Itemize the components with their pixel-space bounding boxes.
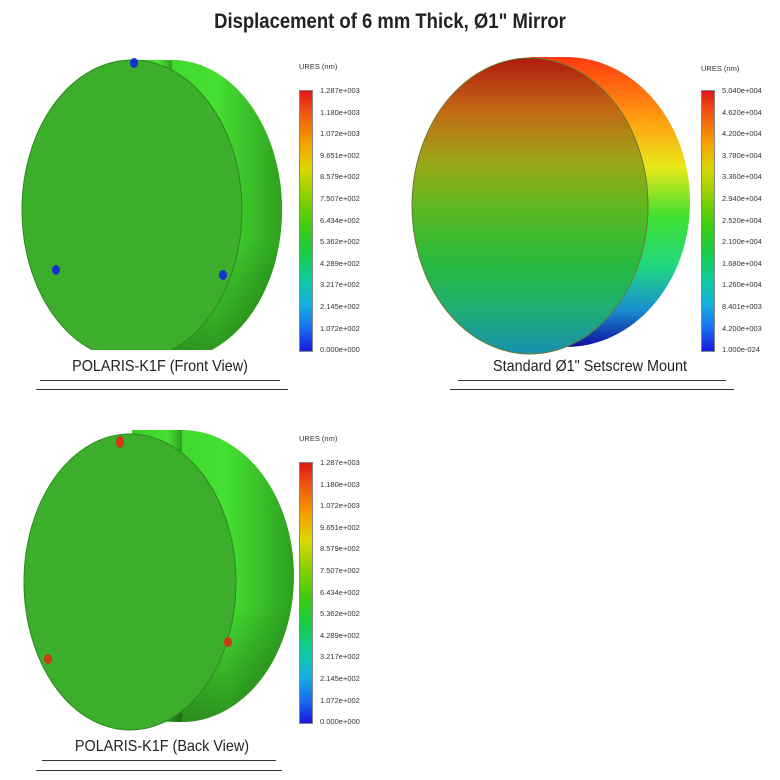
legend-color-bar (299, 90, 313, 352)
legend-tick: 4.289e+002 (320, 258, 360, 268)
legend-tick: 0.000e+000 (320, 345, 360, 355)
legend-tick: 1.072e+002 (320, 323, 360, 333)
caption-underline (458, 380, 726, 381)
color-legend-front: URES (nm) 1.287e+003 1.180e+003 1.072e+0… (299, 62, 389, 362)
legend-tick: 6.434e+002 (320, 215, 360, 225)
contact-point-top (130, 58, 138, 68)
legend-tick: 1.287e+003 (320, 86, 360, 95)
legend-tick: 3.780e+004 (722, 150, 762, 160)
legend-tick: 2.145e+002 (320, 674, 360, 683)
legend-tick: 1.072e+003 (320, 129, 360, 139)
legend-tick: 4.200e+004 (722, 129, 762, 139)
caption-underline (450, 389, 734, 390)
legend-tick: 8.579e+002 (320, 544, 360, 554)
mirror-face (21, 59, 243, 350)
legend-tick: 4.200e+003 (722, 323, 762, 333)
contact-point-right (224, 637, 232, 647)
legend-tick: 2.145e+002 (320, 302, 360, 311)
legend-tick: 9.651e+002 (320, 522, 360, 532)
legend-tick: 5.040e+004 (722, 86, 762, 95)
legend-tick: 1.180e+003 (320, 107, 360, 117)
color-legend-back: URES (nm) 1.287e+003 1.180e+003 1.072e+0… (299, 434, 389, 734)
contact-point-left (52, 265, 60, 275)
caption-front-view: POLARIS-K1F (Front View) (72, 358, 248, 375)
contact-point-top (116, 436, 124, 448)
legend-tick: 1.000e-024 (722, 345, 760, 355)
contact-point-left (44, 654, 52, 664)
caption-underline (36, 389, 288, 390)
legend-tick: 3.217e+002 (320, 280, 360, 290)
legend-tick: 0.000e+000 (320, 717, 360, 727)
legend-tick: 9.651e+002 (320, 150, 360, 160)
legend-color-bar (299, 462, 313, 724)
legend-tick: 5.362e+002 (320, 609, 360, 619)
legend-tick: 3.217e+002 (320, 652, 360, 662)
legend-tick: 4.289e+002 (320, 630, 360, 640)
mirror-setscrew-mount-view (411, 57, 690, 355)
legend-color-bar (701, 90, 715, 352)
legend-tick: 1.680e+004 (722, 258, 762, 268)
figure-title: Displacement of 6 mm Thick, Ø1" Mirror (214, 10, 566, 33)
mirror-back-view (23, 430, 294, 731)
legend-tick: 1.287e+003 (320, 458, 360, 467)
caption-back-view: POLARIS-K1F (Back View) (74, 738, 250, 755)
legend-tick: 1.260e+004 (722, 280, 762, 290)
legend-tick: 3.360e+004 (722, 172, 762, 182)
legend-title: URES (nm) (299, 62, 338, 71)
legend-tick: 4.620e+004 (722, 107, 762, 117)
mirror-front-view (21, 58, 282, 350)
legend-tick: 6.434e+002 (320, 587, 360, 597)
legend-tick: 1.072e+003 (320, 501, 360, 511)
legend-tick: 2.940e+004 (722, 194, 762, 203)
mirror-face (411, 57, 649, 355)
legend-tick: 8.401e+003 (722, 302, 762, 311)
caption-underline (40, 380, 280, 381)
legend-tick: 1.072e+002 (320, 695, 360, 705)
legend-tick: 5.362e+002 (320, 237, 360, 247)
caption-underline (42, 760, 276, 761)
legend-tick: 2.520e+004 (722, 215, 762, 225)
legend-tick: 2.100e+004 (722, 237, 762, 247)
legend-tick: 1.180e+003 (320, 479, 360, 489)
legend-tick: 7.507e+002 (320, 194, 360, 203)
color-legend-setscrew: URES (nm) 5.040e+004 4.620e+004 4.200e+0… (701, 64, 779, 360)
legend-tick: 8.579e+002 (320, 172, 360, 182)
contact-point-right (219, 270, 227, 280)
legend-title: URES (nm) (701, 64, 740, 73)
caption-underline (36, 770, 282, 771)
mirror-face (23, 433, 237, 731)
legend-tick: 7.507e+002 (320, 566, 360, 575)
caption-setscrew-mount: Standard Ø1" Setscrew Mount (492, 358, 688, 375)
legend-title: URES (nm) (299, 434, 338, 443)
